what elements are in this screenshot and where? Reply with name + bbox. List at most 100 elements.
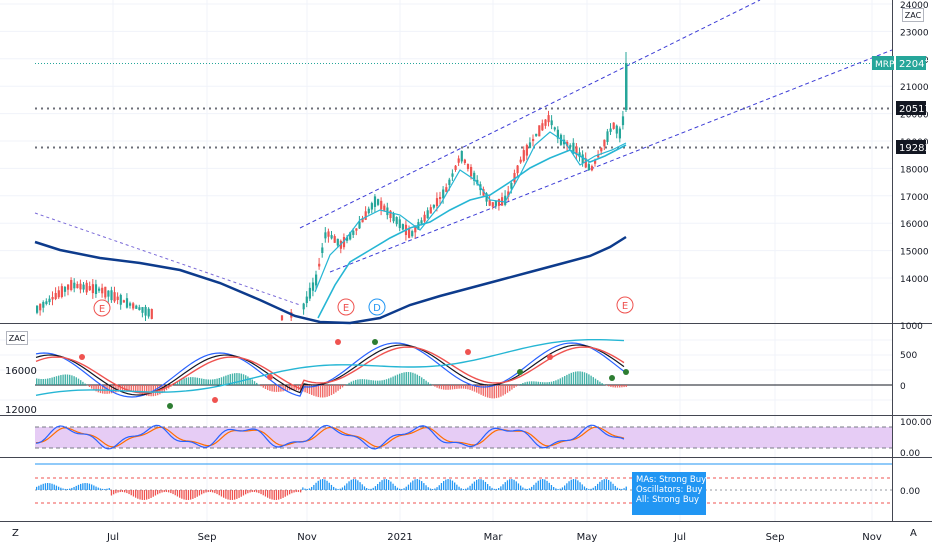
rating-bar — [130, 490, 132, 496]
rating-bar — [535, 482, 537, 490]
event-marker-1[interactable]: E — [93, 299, 111, 317]
candle-body — [454, 165, 457, 170]
event-marker-4[interactable]: E — [616, 296, 634, 314]
level-tag-low[interactable]: 19283 — [896, 140, 931, 154]
candle-body — [473, 172, 476, 181]
moving-average-medium[interactable] — [317, 144, 627, 319]
rating-bar — [423, 483, 425, 490]
rating-bar — [256, 490, 258, 493]
macd-histogram-bar — [410, 372, 412, 385]
moving-average-fast[interactable] — [314, 131, 627, 293]
macd-histogram-bar — [504, 385, 506, 395]
candle-body — [51, 296, 54, 300]
event-marker-3[interactable]: D — [368, 298, 386, 316]
candle-body — [116, 296, 119, 300]
price-tick: 15000 — [900, 248, 929, 258]
rating-bar — [399, 488, 401, 490]
rating-bar — [62, 488, 64, 490]
rating-bar — [161, 490, 163, 493]
event-marker-2[interactable]: E — [337, 298, 355, 316]
macd-histogram-bar — [522, 383, 524, 385]
rating-bar — [295, 490, 297, 493]
rating-bar — [333, 486, 335, 490]
macd-histogram-bar — [181, 379, 183, 385]
candle-body — [597, 154, 600, 158]
last-price-tag[interactable]: MRP 22047 — [872, 56, 931, 70]
candle-body — [510, 183, 513, 189]
rating-bar — [471, 483, 473, 490]
macd-histogram-bar — [308, 385, 311, 395]
time-axis[interactable]: Jul Sep Nov 2021 Mar May Jul Sep Nov — [106, 532, 882, 543]
rating-bar — [88, 483, 91, 490]
rating-bar — [407, 484, 410, 490]
candle-body — [513, 173, 516, 183]
auto-scale-button[interactable]: A — [910, 528, 917, 539]
rating-bar — [388, 479, 390, 490]
macd-histogram-bar — [506, 385, 509, 393]
candle-body — [550, 120, 553, 126]
rating-bar — [368, 488, 370, 490]
svg-text:E: E — [343, 303, 349, 314]
rating-bar — [102, 488, 104, 490]
macd-histogram-bar — [97, 385, 99, 393]
macd-histogram-bar — [427, 382, 429, 385]
candle-body — [352, 230, 355, 235]
rating-bar — [297, 490, 300, 493]
moving-average-long[interactable] — [34, 235, 627, 325]
macd-histogram-bar — [104, 385, 106, 394]
candle-body — [36, 305, 39, 313]
macd-left-tick-16000: 16000 — [5, 366, 37, 377]
channel-lower-line[interactable] — [329, 49, 893, 273]
macd-histogram-bar — [623, 385, 625, 388]
macd-histogram-bar — [454, 385, 456, 390]
rating-bar — [599, 481, 601, 490]
macd-histogram-bar — [220, 377, 223, 385]
candle-body — [101, 287, 104, 294]
macd-histogram-bar — [608, 385, 610, 387]
sub-symbol-chip[interactable]: ZAC — [6, 331, 28, 345]
price-tick: 24000 — [900, 1, 929, 11]
rating-bar — [80, 483, 82, 490]
macd-histogram-bar — [355, 379, 357, 385]
candle-body — [91, 284, 94, 294]
rating-bar — [176, 490, 179, 497]
macd-histogram-bar — [150, 385, 152, 397]
rating-bar — [616, 487, 619, 490]
candle-body — [507, 191, 510, 197]
rating-bar — [207, 490, 209, 493]
rating-bar — [91, 484, 93, 490]
candle-body — [600, 147, 603, 152]
trendline-descending[interactable] — [34, 212, 301, 306]
rating-bar — [443, 481, 445, 490]
macd-histogram-bar — [357, 379, 359, 385]
rating-bar — [93, 485, 95, 490]
macd-histogram-bar — [273, 385, 275, 392]
rating-bar — [449, 479, 451, 490]
macd-histogram-bar — [469, 385, 471, 390]
rating-bar — [313, 484, 315, 490]
macd-histogram-bar — [423, 378, 425, 385]
level-tag-high[interactable]: 20517 — [896, 101, 931, 115]
timezone-button[interactable]: Z — [12, 528, 19, 539]
macd-histogram-bar — [531, 381, 533, 385]
macd-histogram-bar — [473, 385, 476, 392]
rating-bar — [110, 490, 113, 496]
stoch-k-line — [35, 424, 625, 450]
channel-upper-line[interactable] — [299, 0, 761, 229]
macd-histogram-bar — [599, 381, 601, 385]
rating-bar — [148, 490, 150, 499]
svg-text:MRP: MRP — [875, 60, 895, 70]
rating-bar — [429, 488, 432, 490]
candle-body — [445, 187, 448, 192]
rating-bar — [612, 483, 614, 490]
symbol-chip[interactable]: ZAC — [902, 8, 924, 22]
rating-bar — [53, 484, 55, 490]
stoch-band — [35, 427, 892, 448]
rating-info-box[interactable]: MAs: Strong Buy Oscillators: Buy All: St… — [632, 472, 706, 515]
macd-histogram-bar — [482, 385, 484, 396]
candle-body — [141, 307, 144, 313]
macd-histogram-bar — [500, 385, 502, 397]
rating-bar — [271, 490, 273, 500]
rating-bar — [405, 486, 407, 490]
